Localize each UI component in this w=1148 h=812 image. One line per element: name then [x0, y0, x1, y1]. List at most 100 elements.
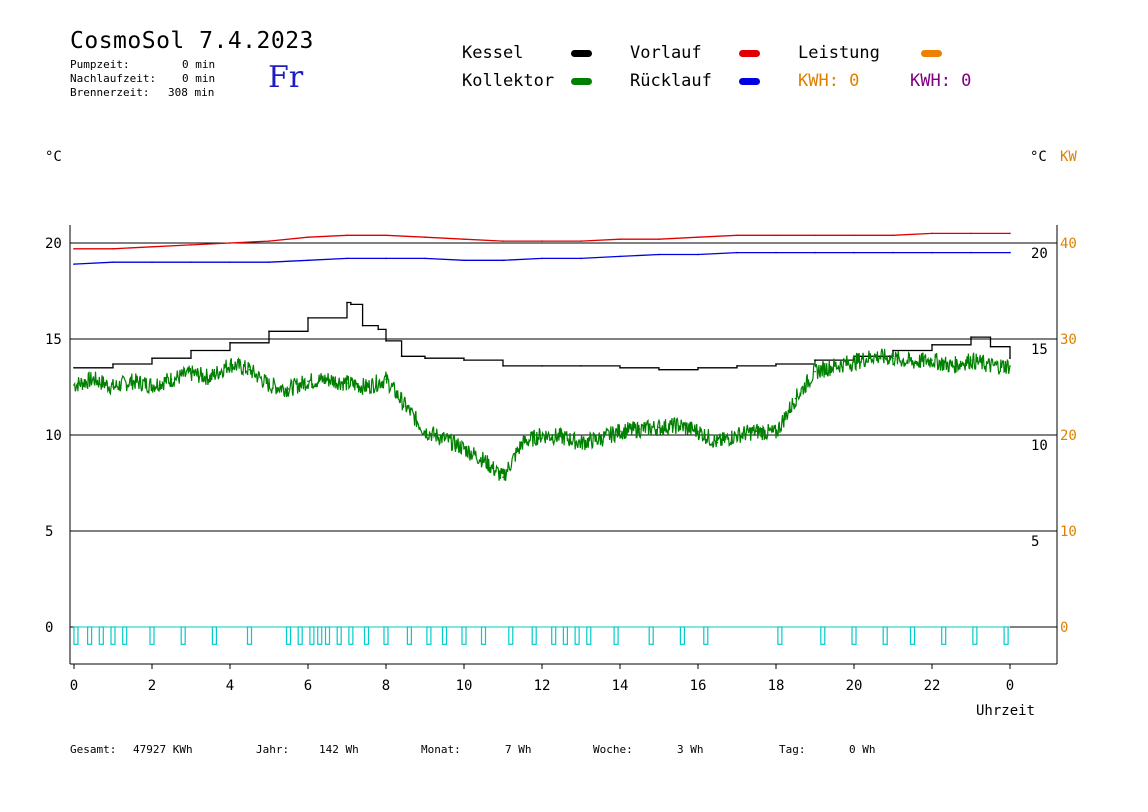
series-kollektor-point-46 — [970, 359, 972, 361]
series-leistung-pulse-20 — [441, 626, 448, 645]
series-leistung-pulse-32 — [703, 626, 709, 645]
series-kollektor-point-6 — [190, 372, 192, 375]
series-kollektor-point-0 — [73, 384, 75, 386]
x-axis-title: Uhrzeit — [976, 703, 1035, 719]
series-kollektor-point-11 — [287, 388, 290, 390]
series-kollektor-point-43 — [911, 361, 914, 363]
series-vorlauf-point-3 — [190, 244, 192, 246]
right-tick-label-kw-0: 0 — [1060, 620, 1068, 636]
x-tick-label-2: 4 — [226, 678, 234, 694]
series-vorlauf-point-16 — [697, 236, 699, 238]
right-tick-label-c-10: 10 — [1031, 438, 1048, 454]
series-leistung-pulse-24 — [531, 626, 537, 645]
series-vorlauf-point-19 — [814, 234, 816, 237]
series-vorlauf-point-11 — [502, 240, 504, 242]
series-vorlauf-point-17 — [736, 234, 738, 237]
series-rcklauf-point-15 — [658, 253, 660, 256]
series-rcklauf-point-11 — [502, 259, 504, 262]
series-kollektor-point-3 — [131, 380, 134, 383]
series-kollektor-point-4 — [151, 384, 153, 386]
series-kessel-point-9 — [361, 324, 364, 327]
series-leistung-pulse-0 — [73, 626, 79, 645]
footer-tag-label: Tag: — [779, 743, 806, 756]
legend-kwh-purple: KWH: 0 — [910, 71, 972, 91]
series-kessel-point-29 — [1009, 357, 1011, 360]
series-kessel-point-25 — [892, 349, 894, 352]
series-kessel-point-23 — [814, 359, 816, 361]
series-vorlauf-point-0 — [73, 248, 75, 250]
legend-kessel-label: Kessel — [462, 43, 524, 63]
series-kessel-point-22 — [775, 363, 777, 365]
series-kollektor-point-15 — [365, 386, 368, 388]
series-leistung-pulse-10 — [297, 626, 303, 645]
series-kessel-point-12 — [400, 355, 403, 358]
series-kollektor-point-16 — [385, 378, 387, 381]
series-vorlauf-point-15 — [658, 238, 660, 240]
series-rcklauf-point-1 — [112, 261, 114, 264]
series-leistung-pulse-4 — [122, 626, 128, 645]
footer-woche-value: 3 Wh — [677, 743, 704, 756]
series-kessel-point-28 — [989, 345, 992, 348]
right-axis-unit-kw: KW — [1060, 149, 1077, 165]
legend-vorlauf-label: Vorlauf — [630, 43, 702, 63]
series-kollektor-point-5 — [170, 378, 173, 381]
series-kollektor-point-35 — [755, 430, 758, 433]
footer-jahr-value: 142 Wh — [319, 743, 359, 756]
series-leistung-pulse-31 — [679, 626, 686, 645]
right-axis-unit-celsius: °C — [1030, 149, 1047, 165]
series-rcklauf-point-9 — [424, 257, 426, 260]
series-kollektor-point-21 — [482, 459, 485, 461]
series-kollektor-point-40 — [853, 361, 855, 363]
series-leistung-pulse-19 — [426, 626, 432, 645]
series-kollektor-point-23 — [521, 441, 524, 444]
series-kessel-point-19 — [658, 368, 660, 371]
series-leistung-pulse-23 — [508, 626, 514, 645]
footer-woche-label: Woche: — [593, 743, 633, 756]
series-kollektor-point-47 — [989, 365, 992, 367]
left-axis-unit: °C — [45, 149, 62, 165]
series-kollektor-point-36 — [775, 432, 777, 434]
series-rcklauf-point-14 — [619, 255, 621, 258]
series-leistung-pulse-12 — [317, 626, 323, 645]
series-rcklauf-point-4 — [229, 261, 231, 264]
series-leistung-pulse-18 — [406, 626, 412, 645]
series-kollektor-point-14 — [346, 382, 348, 385]
series-kollektor-point-48 — [1009, 365, 1011, 367]
series-leistung-pulse-35 — [851, 626, 857, 645]
legend-kollektor-label: Kollektor — [462, 71, 555, 91]
series-leistung-pulse-8 — [246, 626, 253, 645]
series-kollektor-point-1 — [92, 378, 95, 381]
series-leistung-pulse-6 — [180, 626, 186, 645]
series-vorlauf-point-4 — [229, 242, 231, 244]
series-rcklauf-point-21 — [892, 251, 894, 254]
series-kessel-point-26 — [931, 344, 933, 346]
legend-leistung-label: Leistung — [798, 43, 880, 63]
series-rcklauf-point-2 — [151, 261, 153, 264]
series-kollektor-point-8 — [229, 363, 231, 365]
series-leistung-pulse-15 — [348, 626, 354, 645]
series-leistung-pulse-21 — [461, 626, 467, 645]
series-kollektor-point-2 — [112, 386, 114, 388]
right-tick-label-kw-30: 30 — [1060, 332, 1077, 348]
series-leistung-pulse-30 — [648, 626, 654, 645]
series-leistung-pulse-28 — [586, 626, 592, 645]
series-kessel-point-10 — [377, 328, 380, 331]
series-kessel-point-11 — [385, 340, 387, 342]
series-kollektor-point-25 — [560, 436, 563, 438]
series-leistung-pulse-14 — [336, 626, 342, 645]
x-tick-label-4: 8 — [382, 678, 390, 694]
footer-gesamt-value: 47927 KWh — [133, 743, 193, 756]
series-kessel-point-27 — [970, 336, 972, 338]
series-kollektor-point-30 — [658, 426, 660, 429]
x-tick-label-3: 6 — [304, 678, 312, 694]
series-leistung-pulse-9 — [285, 626, 292, 645]
stat-value-brennerzeit: 308 min — [168, 86, 215, 99]
series-rcklauf-point-20 — [853, 251, 855, 254]
x-tick-label-9: 18 — [768, 678, 785, 694]
right-tick-label-c-20: 20 — [1031, 246, 1048, 262]
x-tick-label-6: 12 — [534, 678, 551, 694]
series-leistung-pulse-5 — [149, 626, 155, 645]
series-vorlauf-point-24 — [1009, 232, 1011, 235]
series-rcklauf-point-7 — [346, 257, 348, 260]
